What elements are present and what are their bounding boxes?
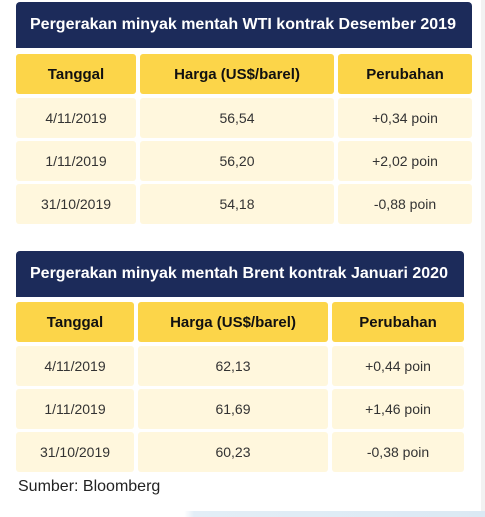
brent-header-harga: Harga (US$/barel): [138, 302, 328, 342]
wti-row-2-change: +2,02 poin: [338, 141, 472, 181]
wti-row-3-price: 54,18: [140, 184, 334, 224]
brent-row-2-date: 1/11/2019: [16, 389, 134, 429]
brent-row-3-change: -0,38 poin: [332, 432, 464, 472]
brent-header-perubahan: Perubahan: [332, 302, 464, 342]
brent-row-3-date: 31/10/2019: [16, 432, 134, 472]
bottom-strip: [0, 511, 485, 517]
wti-header-harga: Harga (US$/barel): [140, 54, 334, 94]
wti-row-2-date: 1/11/2019: [16, 141, 136, 181]
wti-row-3-change: -0,88 poin: [338, 184, 472, 224]
brent-row-2-change: +1,46 poin: [332, 389, 464, 429]
wti-table-title: Pergerakan minyak mentah WTI kontrak Des…: [16, 2, 472, 48]
wti-header-tanggal: Tanggal: [16, 54, 136, 94]
page-right-edge: [481, 0, 485, 511]
brent-row-1-date: 4/11/2019: [16, 346, 134, 386]
brent-row-2-price: 61,69: [138, 389, 328, 429]
brent-table-grid: Tanggal Harga (US$/barel) Perubahan 4/11…: [16, 297, 464, 475]
wti-table-grid: Tanggal Harga (US$/barel) Perubahan 4/11…: [16, 48, 472, 226]
wti-row-3-date: 31/10/2019: [16, 184, 136, 224]
wti-row-2-price: 56,20: [140, 141, 334, 181]
brent-row-3-price: 60,23: [138, 432, 328, 472]
wti-row-1-price: 56,54: [140, 98, 334, 138]
wti-row-1-date: 4/11/2019: [16, 98, 136, 138]
brent-row-1-change: +0,44 poin: [332, 346, 464, 386]
brent-table-title: Pergerakan minyak mentah Brent kontrak J…: [16, 251, 464, 297]
source-caption: Sumber: Bloomberg: [18, 478, 161, 495]
wti-row-1-change: +0,34 poin: [338, 98, 472, 138]
wti-header-perubahan: Perubahan: [338, 54, 472, 94]
brent-row-1-price: 62,13: [138, 346, 328, 386]
wti-table: Pergerakan minyak mentah WTI kontrak Des…: [16, 2, 472, 226]
brent-table: Pergerakan minyak mentah Brent kontrak J…: [16, 251, 464, 475]
brent-header-tanggal: Tanggal: [16, 302, 134, 342]
